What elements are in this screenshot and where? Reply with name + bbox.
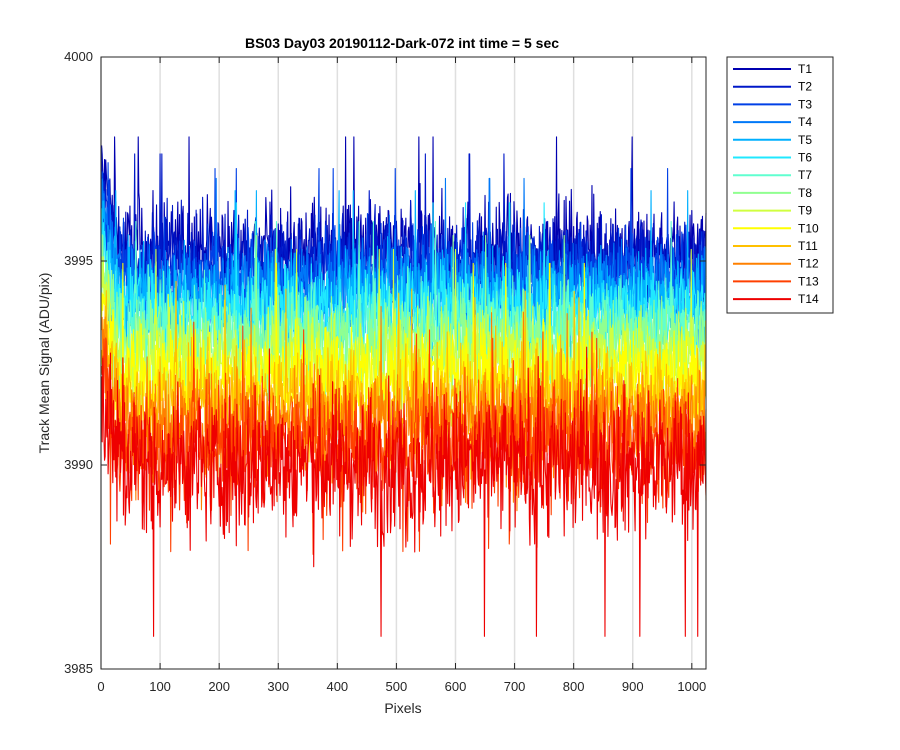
y-tick-label: 3995 — [64, 253, 93, 268]
legend-label-t12: T12 — [798, 257, 819, 271]
legend-label-t3: T3 — [798, 97, 812, 111]
legend: T1 T2 T3 T4 T5 T6 T7 T8 T9 T10 T11 T12 T13 T14 — [726, 56, 834, 314]
x-tick-label: 300 — [267, 679, 289, 694]
y-tick-label: 3985 — [64, 661, 93, 676]
x-tick-label: 0 — [97, 679, 104, 694]
legend-label-t7: T7 — [798, 168, 812, 182]
chart-title: BS03 Day03 20190112-Dark-072 int time = … — [245, 35, 559, 51]
x-tick-label: 900 — [622, 679, 644, 694]
x-tick-label: 100 — [149, 679, 171, 694]
y-axis-label: Track Mean Signal (ADU/pix) — [36, 273, 52, 454]
legend-label-t4: T4 — [798, 115, 812, 129]
y-tick-label: 3990 — [64, 457, 93, 472]
x-axis-label: Pixels — [384, 700, 421, 716]
legend-label-t8: T8 — [798, 186, 812, 200]
legend-label-t11: T11 — [798, 239, 818, 253]
legend-box — [726, 56, 834, 314]
series-line-t5 — [101, 190, 707, 362]
plot-area-border — [100, 56, 707, 670]
x-tick-label: 700 — [504, 679, 526, 694]
x-tick-label: 1000 — [677, 679, 706, 694]
x-tick-label: 500 — [386, 679, 408, 694]
legend-label-t10: T10 — [798, 221, 819, 235]
series-line-t14 — [101, 346, 707, 637]
x-tick-label: 600 — [445, 679, 467, 694]
legend-label-t13: T13 — [798, 274, 819, 288]
legend-label-t2: T2 — [798, 80, 812, 94]
y-tick-label: 4000 — [64, 49, 93, 64]
legend-label-t14: T14 — [798, 292, 819, 306]
legend-label-t6: T6 — [798, 151, 812, 165]
legend-label-t9: T9 — [798, 204, 812, 218]
x-tick-label: 200 — [208, 679, 230, 694]
x-tick-label: 400 — [326, 679, 348, 694]
legend-label-t1: T1 — [798, 62, 812, 76]
series-group — [101, 136, 707, 637]
legend-label-t5: T5 — [798, 133, 812, 147]
axis-ticks: 0 100 200 300 400 500 600 700 800 900 1000 3985 3990… — [64, 49, 706, 694]
x-tick-label: 800 — [563, 679, 585, 694]
